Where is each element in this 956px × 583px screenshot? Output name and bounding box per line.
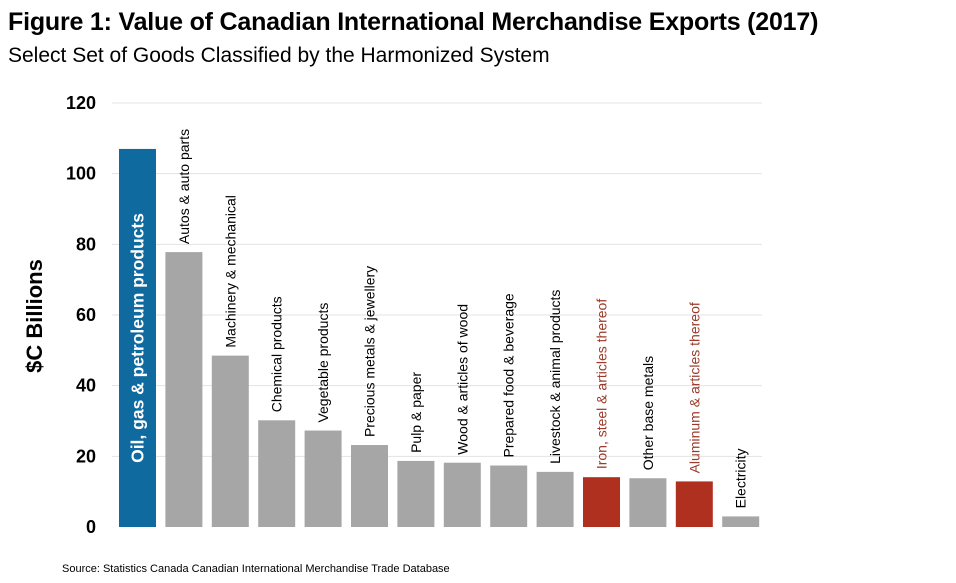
bars (119, 148, 760, 527)
y-tick-label: 20 (76, 446, 96, 466)
category-label: Aluminum & articles thereof (686, 302, 702, 473)
y-tick-label: 100 (66, 164, 96, 184)
category-label: Autos & auto parts (176, 129, 192, 244)
category-label: Iron, steel & articles thereof (594, 299, 610, 470)
category-label: Wood & articles of wood (454, 304, 470, 455)
y-axis-label: $C Billions (22, 259, 47, 373)
source-note: Source: Statistics Canada Canadian Inter… (62, 563, 450, 575)
bar (675, 481, 713, 527)
bar (165, 252, 203, 527)
bar (304, 430, 342, 527)
category-label: Prepared food & beverage (501, 293, 517, 457)
category-label: Pulp & paper (408, 372, 424, 453)
bar (351, 445, 388, 527)
y-tick-label: 80 (76, 234, 96, 254)
bar (119, 148, 156, 527)
bar (443, 462, 481, 527)
category-label: Oil, gas & petroleum products (128, 213, 148, 463)
y-tick-label: 60 (76, 305, 96, 325)
category-label: Livestock & animal products (547, 290, 563, 464)
y-axis-ticks: 0 20 40 60 80 100 120 (66, 93, 96, 537)
category-label: Precious metals & jewellery (362, 266, 378, 437)
category-label: Other base metals (640, 356, 656, 470)
bar (490, 465, 528, 527)
bar (583, 477, 620, 527)
bar (536, 471, 574, 527)
chart-title: Figure 1: Value of Canadian Internationa… (8, 8, 819, 36)
category-label: Machinery & mechanical (222, 195, 238, 348)
gridlines (112, 102, 762, 457)
bar-chart: 0 20 40 60 80 100 120 $C Billions Oil, gas & p… (22, 93, 762, 537)
category-label: Vegetable products (315, 303, 331, 423)
bar (629, 478, 667, 527)
category-labels: Oil, gas & petroleum products Autos & aut… (128, 129, 749, 508)
category-label: Chemical products (269, 296, 285, 412)
bar (397, 460, 435, 527)
bar (258, 420, 296, 527)
y-tick-label: 120 (66, 93, 96, 113)
y-tick-label: 0 (86, 517, 96, 537)
chart-subtitle: Select Set of Goods Classified by the Ha… (8, 44, 550, 67)
bar (211, 355, 249, 527)
bar (722, 516, 760, 527)
y-tick-label: 40 (76, 376, 96, 396)
category-label: Electricity (733, 448, 749, 508)
